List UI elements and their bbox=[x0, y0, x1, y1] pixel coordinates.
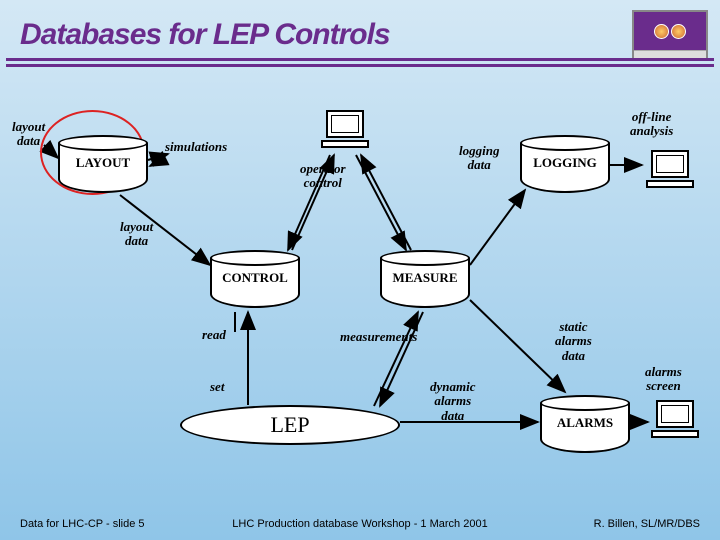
db-label: MEASURE bbox=[380, 270, 470, 286]
label: loggingdata bbox=[459, 144, 499, 173]
db-control: CONTROL bbox=[210, 250, 300, 310]
label: layoutdata bbox=[12, 120, 45, 149]
db-alarms: ALARMS bbox=[540, 395, 630, 455]
computer-alarm-screen bbox=[650, 400, 700, 442]
divider bbox=[6, 58, 714, 61]
db-label: ALARMS bbox=[540, 415, 630, 431]
db-label: LAYOUT bbox=[58, 155, 148, 171]
footer-left: Data for LHC-CP - slide 5 bbox=[20, 518, 145, 530]
label: layoutdata bbox=[120, 220, 153, 249]
lep-ellipse: LEP bbox=[180, 405, 400, 445]
label: staticalarmsdata bbox=[555, 320, 592, 363]
label: set bbox=[210, 380, 224, 394]
lep-label: LEP bbox=[270, 412, 309, 438]
label: dynamicalarmsdata bbox=[430, 380, 476, 423]
db-label: LOGGING bbox=[520, 155, 610, 171]
db-logging: LOGGING bbox=[520, 135, 610, 195]
computer-operator bbox=[320, 110, 370, 152]
computer-offline bbox=[645, 150, 695, 192]
diagram: LAYOUT CONTROL MEASURE LOGGING ALARMS LE… bbox=[10, 110, 710, 490]
footer-right: R. Billen, SL/MR/DBS bbox=[594, 518, 700, 530]
divider bbox=[6, 64, 714, 67]
db-layout: LAYOUT bbox=[58, 135, 148, 195]
db-measure: MEASURE bbox=[380, 250, 470, 310]
label: off-lineanalysis bbox=[630, 110, 673, 139]
label: measurements bbox=[340, 330, 417, 344]
label: simulations bbox=[165, 140, 227, 154]
page-title: Databases for LEP Controls bbox=[20, 18, 390, 52]
logo bbox=[632, 10, 708, 60]
footer-center: LHC Production database Workshop - 1 Mar… bbox=[232, 518, 487, 530]
label: alarmsscreen bbox=[645, 365, 682, 394]
label: read bbox=[202, 328, 226, 342]
db-label: CONTROL bbox=[210, 270, 300, 286]
label: operatorcontrol bbox=[300, 162, 346, 191]
